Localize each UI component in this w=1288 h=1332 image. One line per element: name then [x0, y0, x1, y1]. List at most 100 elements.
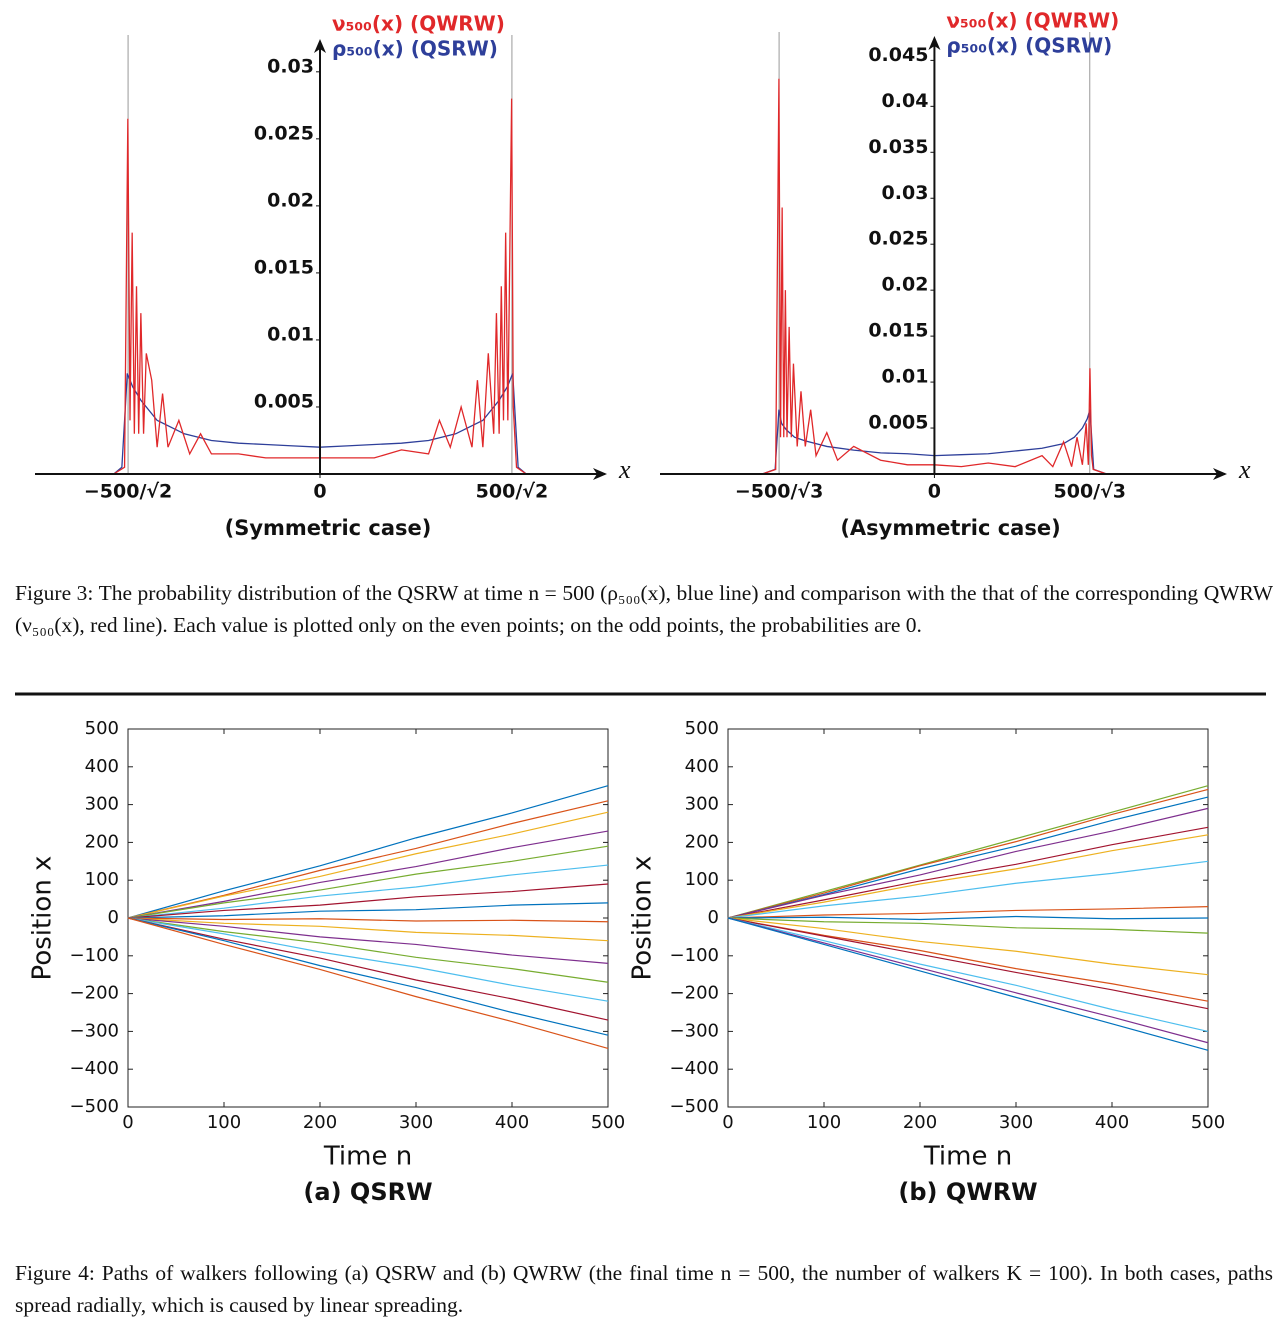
series-line — [727, 917, 1209, 1010]
legend-entry: ν₅₀₀(x) (QWRW) — [946, 9, 1119, 33]
y-tick-label: −500 — [670, 1096, 719, 1117]
series-line — [127, 883, 609, 919]
series-line — [727, 915, 1209, 921]
x-tick-label: 500/√3 — [1054, 481, 1127, 503]
series-line — [127, 902, 609, 919]
y-tick-label: 0.04 — [882, 90, 929, 112]
y-tick-label: −400 — [70, 1058, 119, 1079]
y-axis-arrow — [928, 36, 941, 50]
legend-entry: ρ₅₀₀(x) (QSRW) — [946, 34, 1112, 58]
x-tick-label: 0 — [313, 481, 326, 503]
y-tick-label: 300 — [85, 794, 119, 815]
x-axis-label: x — [618, 455, 631, 484]
series-line — [127, 917, 609, 942]
series-line — [727, 917, 1209, 1002]
series-line — [727, 834, 1209, 919]
x-axis-label: Time n — [923, 1142, 1012, 1172]
chart-title: (Asymmetric case) — [840, 516, 1060, 540]
y-tick-label: 200 — [685, 831, 719, 852]
series-line — [127, 917, 609, 1049]
series-line — [727, 917, 1209, 1051]
y-axis-label: Position x — [28, 856, 58, 981]
series-line — [727, 917, 1209, 976]
y-tick-label: 400 — [85, 756, 119, 777]
series-line — [127, 917, 609, 1021]
series-line — [127, 811, 609, 919]
caption: Figure 3: The probability distribution o… — [15, 581, 1273, 637]
series-line — [727, 860, 1209, 919]
series-line — [727, 796, 1209, 919]
y-tick-label: 0.03 — [882, 182, 929, 204]
x-tick-label: 500 — [1191, 1112, 1225, 1133]
y-tick-label: 500 — [685, 718, 719, 739]
x-axis-label: Time n — [323, 1142, 412, 1172]
series-line — [127, 800, 609, 919]
y-tick-label: −300 — [670, 1020, 719, 1041]
x-tick-label: 200 — [303, 1112, 337, 1133]
legend-entry: ρ₅₀₀(x) (QSRW) — [332, 37, 498, 61]
y-tick-label: 500 — [85, 718, 119, 739]
y-tick-label: 400 — [685, 756, 719, 777]
x-axis-arrow — [593, 468, 607, 480]
y-tick-label: 0.035 — [868, 136, 928, 158]
y-tick-label: 0.01 — [882, 366, 929, 388]
y-tick-label: −400 — [670, 1058, 719, 1079]
x-tick-label: 100 — [207, 1112, 241, 1133]
y-tick-label: 0.005 — [868, 412, 928, 434]
x-tick-label: 500 — [591, 1112, 625, 1133]
series-line — [727, 906, 1209, 919]
y-tick-label: 0.02 — [267, 189, 314, 211]
series-line — [127, 917, 609, 983]
series-line — [127, 830, 609, 919]
y-tick-label: −300 — [70, 1020, 119, 1041]
chart-title: (a) QSRW — [303, 1178, 432, 1206]
x-tick-label: 200 — [903, 1112, 937, 1133]
plot-frame — [127, 728, 609, 1108]
x-tick-label: 400 — [495, 1112, 529, 1133]
x-tick-label: 100 — [807, 1112, 841, 1133]
y-tick-label: 100 — [685, 869, 719, 890]
x-axis-label: x — [1238, 455, 1251, 484]
legend-entry: ν₅₀₀(x) (QWRW) — [332, 12, 505, 36]
y-tick-label: 0.01 — [267, 323, 314, 345]
y-tick-label: −200 — [670, 983, 719, 1004]
y-axis-label: Position x — [628, 856, 658, 981]
y-tick-label: 0.045 — [868, 44, 928, 66]
x-tick-label: 500/√2 — [476, 481, 549, 503]
x-tick-label: −500/√3 — [735, 481, 823, 503]
x-tick-label: 300 — [399, 1112, 433, 1133]
series-line — [727, 807, 1209, 919]
series-line — [127, 917, 609, 1002]
series-line — [127, 917, 609, 964]
y-tick-label: 100 — [85, 869, 119, 890]
x-tick-label: 400 — [1095, 1112, 1129, 1133]
series-line — [127, 864, 609, 919]
y-tick-label: 300 — [685, 794, 719, 815]
series-line — [727, 788, 1209, 919]
x-tick-label: 0 — [928, 481, 941, 503]
series-line — [127, 917, 609, 923]
series-line — [727, 826, 1209, 919]
y-tick-label: −100 — [670, 945, 719, 966]
x-axis-arrow — [1213, 468, 1227, 480]
y-tick-label: 0 — [108, 907, 119, 928]
series-line — [127, 785, 609, 919]
y-tick-label: 0.015 — [868, 320, 928, 342]
y-tick-label: 0.025 — [868, 228, 928, 250]
series-line — [727, 917, 1209, 1044]
series-line — [727, 917, 1209, 1032]
y-axis-arrow — [314, 39, 326, 53]
y-tick-label: 200 — [85, 831, 119, 852]
y-tick-label: 0.02 — [882, 274, 929, 296]
y-tick-label: 0.015 — [254, 256, 314, 278]
y-tick-label: 0.03 — [267, 55, 314, 77]
chart-title: (Symmetric case) — [225, 516, 432, 540]
y-tick-label: 0.025 — [254, 122, 314, 144]
y-tick-label: −100 — [70, 945, 119, 966]
series-line — [727, 917, 1209, 934]
x-tick-label: 0 — [722, 1112, 733, 1133]
x-tick-label: 0 — [122, 1112, 133, 1133]
x-tick-label: 300 — [999, 1112, 1033, 1133]
